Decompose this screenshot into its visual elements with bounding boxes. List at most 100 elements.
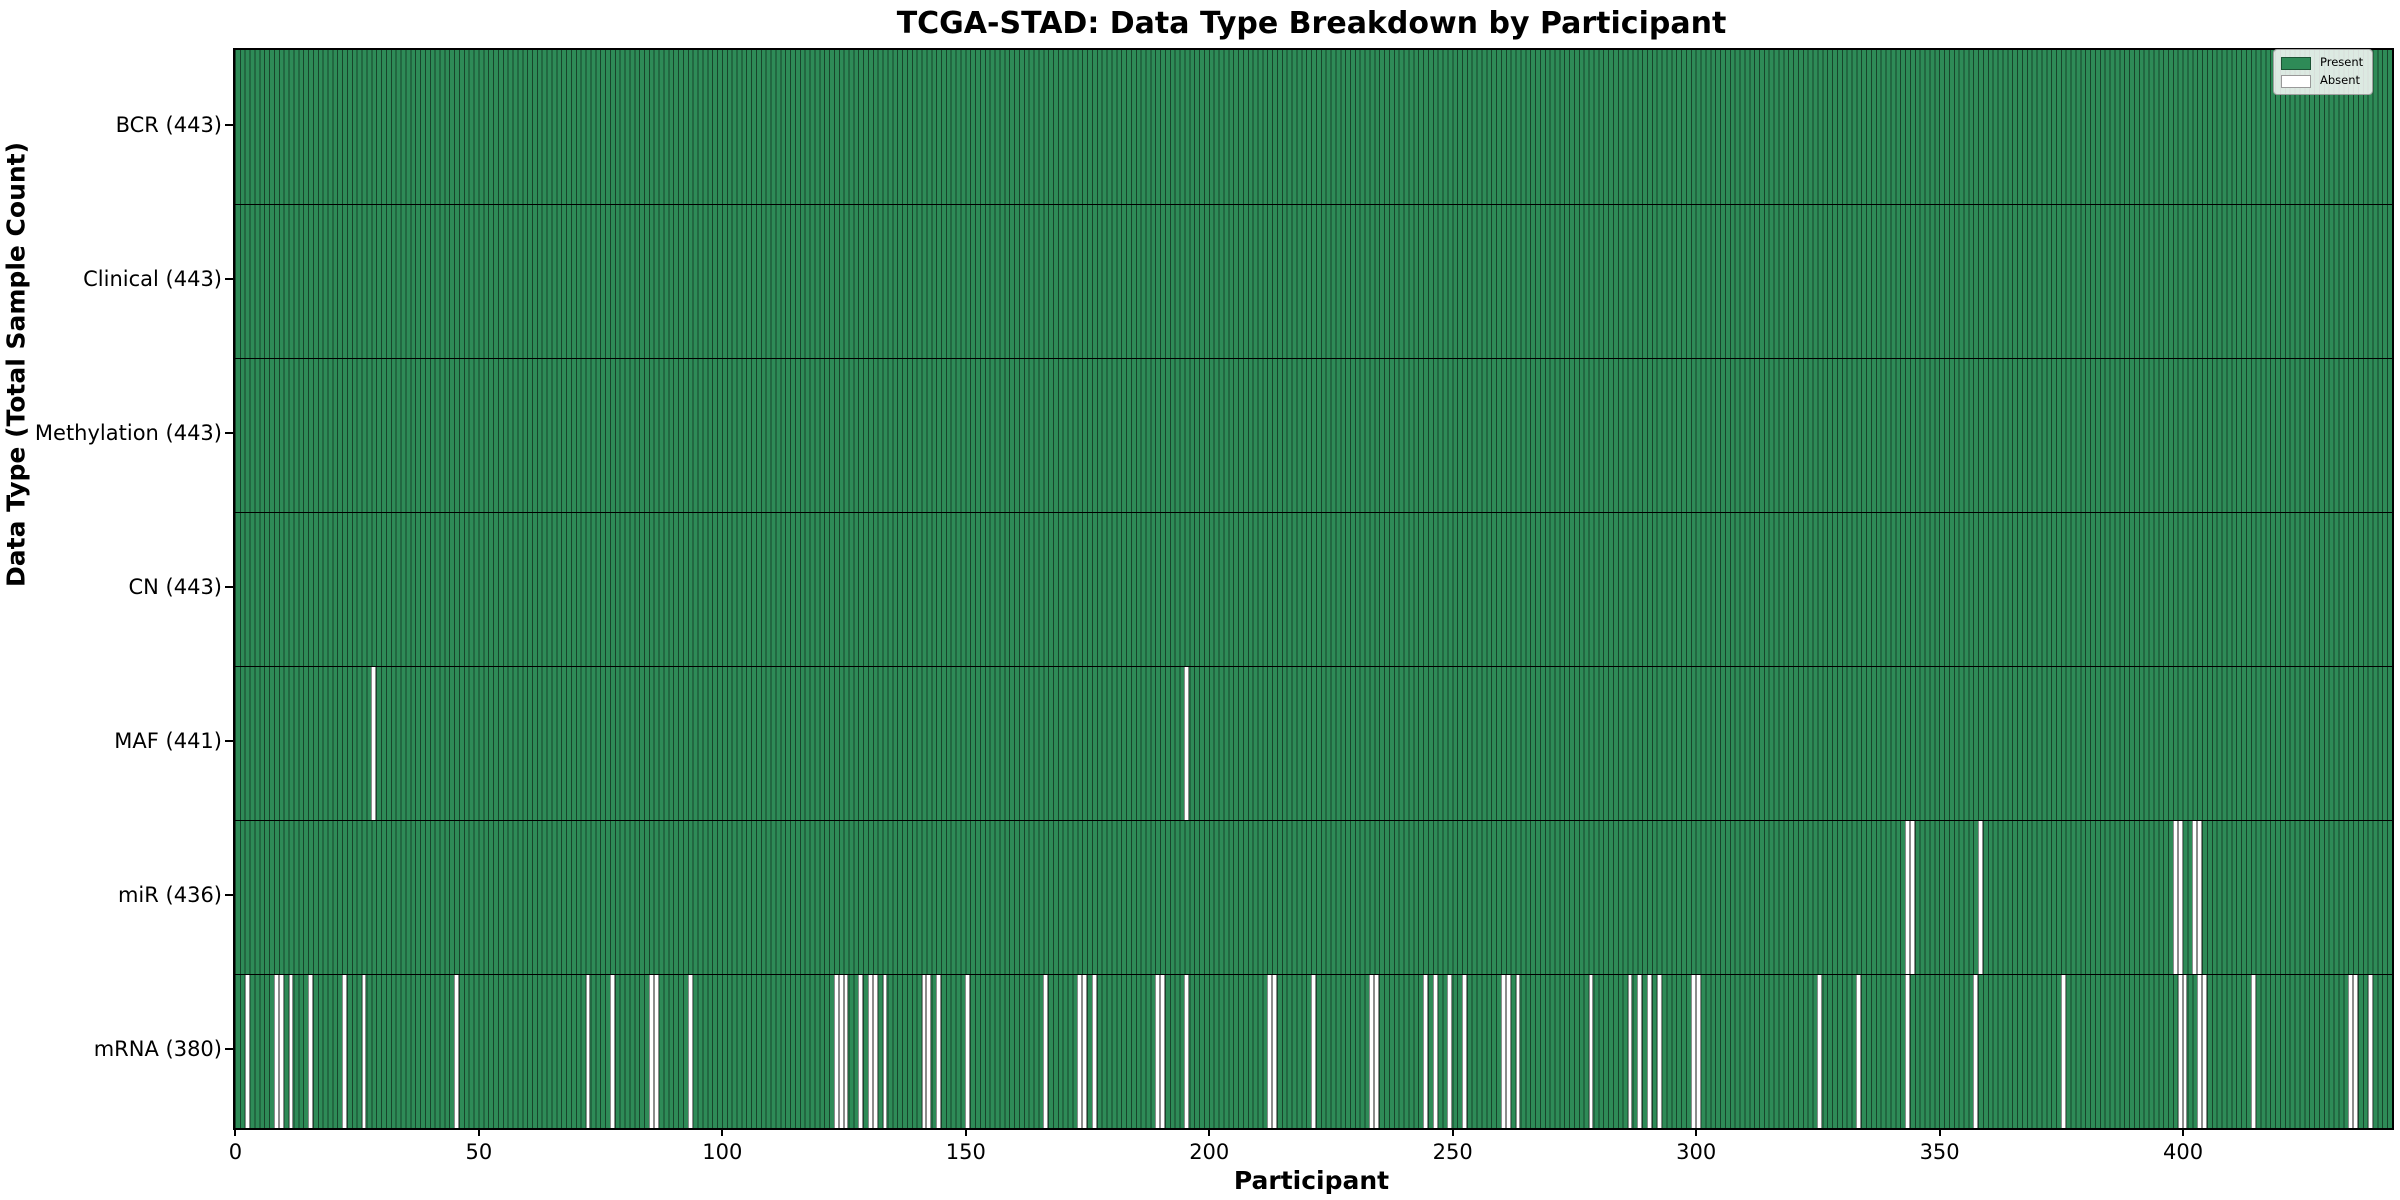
absent-cell-mrna-123: [833, 975, 839, 1128]
absent-cell-mrna-72: [585, 975, 591, 1128]
legend-label-absent: Absent: [2320, 73, 2361, 88]
absent-cell-mrna-174: [1082, 975, 1088, 1128]
absent-cell-mrna-234: [1374, 975, 1380, 1128]
y-tick-mark: [225, 124, 233, 126]
x-tick-mark: [477, 1128, 480, 1136]
absent-cell-mrna-244: [1423, 975, 1428, 1128]
absent-cell-mrna-77: [609, 975, 615, 1128]
absent-cell-mrna-286: [1627, 975, 1633, 1128]
absent-cell-mrna-125: [843, 975, 849, 1128]
absent-cell-mrna-166: [1043, 975, 1049, 1128]
absent-swatch-icon: [2281, 74, 2311, 88]
absent-cell-mrna-176: [1091, 975, 1097, 1128]
present-swatch-icon: [2281, 56, 2311, 70]
absent-cell-mrna-400: [2182, 975, 2188, 1128]
absent-cell-mrna-9: [278, 975, 284, 1128]
absent-cell-mrna-290: [1647, 975, 1652, 1128]
heatmap-row-bcr: [235, 50, 2392, 204]
y-tick-mark: [225, 278, 233, 280]
y-tick-mark: [225, 740, 233, 742]
absent-cell-mrna-190: [1160, 975, 1165, 1128]
x-tick-mark: [2182, 1128, 2185, 1136]
absent-cell-mrna-189: [1155, 975, 1161, 1128]
heatmap-row-clinical: [235, 204, 2392, 358]
absent-cell-mrna-403: [2197, 975, 2203, 1128]
heatmap-plot-area: [233, 48, 2394, 1130]
absent-cell-mrna-85: [648, 975, 654, 1128]
absent-cell-maf-28: [371, 667, 377, 820]
absent-cell-mrna-325: [1817, 975, 1823, 1128]
absent-cell-mrna-249: [1447, 975, 1453, 1128]
absent-cell-mrna-252: [1462, 975, 1467, 1128]
absent-cell-mrna-130: [867, 975, 873, 1128]
x-tick-label-400: 400: [2163, 1140, 2204, 1164]
legend: Present Absent: [2273, 49, 2373, 95]
y-tick-mark: [225, 1048, 233, 1050]
absent-cell-mir-403: [2197, 821, 2203, 974]
absent-cell-mrna-357: [1973, 975, 1979, 1128]
absent-cell-mrna-22: [342, 975, 347, 1128]
absent-cell-mir-343: [1905, 821, 1910, 974]
y-tick-mark: [225, 894, 233, 896]
y-tick-label-cn: CN (443): [128, 575, 222, 599]
y-tick-label-mrna: mRNA (380): [93, 1037, 222, 1061]
absent-cell-mrna-333: [1856, 975, 1862, 1128]
x-tick-mark: [1695, 1128, 1698, 1136]
y-tick-label-bcr: BCR (443): [115, 113, 222, 137]
absent-cell-mrna-144: [936, 975, 941, 1128]
heatmap-row-maf: [235, 666, 2392, 820]
x-tick-label-50: 50: [465, 1140, 493, 1164]
absent-cell-mrna-141: [921, 975, 927, 1128]
absent-cell-mrna-292: [1656, 975, 1662, 1128]
x-tick-mark: [964, 1128, 967, 1136]
absent-cell-mrna-233: [1369, 975, 1375, 1128]
x-tick-label-200: 200: [1189, 1140, 1230, 1164]
absent-cell-mrna-246: [1432, 975, 1438, 1128]
absent-cell-mrna-26: [361, 975, 367, 1128]
heatmap-row-mir: [235, 820, 2392, 974]
absent-cell-mrna-11: [288, 975, 294, 1128]
absent-cell-mrna-86: [653, 975, 659, 1128]
absent-cell-mrna-404: [2202, 975, 2207, 1128]
absent-cell-mrna-260: [1500, 975, 1506, 1128]
absent-cell-maf-195: [1184, 667, 1190, 820]
absent-cell-mrna-375: [2060, 975, 2066, 1128]
absent-cell-mrna-8: [273, 975, 279, 1128]
chart-title: TCGA-STAD: Data Type Breakdown by Partic…: [896, 6, 1727, 41]
absent-cell-mir-358: [1978, 821, 1983, 974]
heatmap-row-cn: [235, 512, 2392, 666]
y-tick-mark: [225, 586, 233, 588]
absent-cell-mrna-213: [1272, 975, 1277, 1128]
absent-cell-mrna-435: [2353, 975, 2358, 1128]
absent-cell-mrna-124: [838, 975, 844, 1128]
absent-cell-mrna-128: [858, 975, 864, 1128]
x-tick-mark: [721, 1128, 724, 1136]
absent-cell-mrna-195: [1184, 975, 1190, 1128]
absent-cell-mrna-212: [1267, 975, 1273, 1128]
x-tick-mark: [1451, 1128, 1454, 1136]
absent-cell-mrna-45: [454, 975, 459, 1128]
x-tick-mark: [1208, 1128, 1211, 1136]
absent-cell-mir-399: [2177, 821, 2183, 974]
legend-item-absent: Absent: [2281, 73, 2365, 89]
heatmap-row-methylation: [235, 358, 2392, 512]
absent-cell-mrna-150: [965, 975, 971, 1128]
x-tick-label-300: 300: [1676, 1140, 1717, 1164]
y-tick-label-mir: miR (436): [117, 883, 222, 907]
x-tick-mark: [234, 1128, 237, 1136]
x-tick-label-0: 0: [228, 1140, 243, 1164]
absent-cell-mrna-399: [2177, 975, 2183, 1128]
absent-cell-mrna-438: [2367, 975, 2373, 1128]
absent-cell-mrna-414: [2250, 975, 2256, 1128]
x-tick-label-350: 350: [1919, 1140, 1960, 1164]
y-axis-title: Data Type (Total Sample Count): [1, 141, 31, 587]
absent-cell-mrna-263: [1515, 975, 1521, 1128]
absent-cell-mrna-133: [882, 975, 888, 1128]
x-tick-label-250: 250: [1432, 1140, 1473, 1164]
x-tick-label-100: 100: [702, 1140, 743, 1164]
legend-item-present: Present: [2281, 55, 2365, 71]
legend-label-present: Present: [2320, 55, 2364, 70]
y-tick-label-maf: MAF (441): [114, 729, 222, 753]
absent-cell-mir-398: [2172, 821, 2178, 974]
x-tick-mark: [1938, 1128, 1941, 1136]
